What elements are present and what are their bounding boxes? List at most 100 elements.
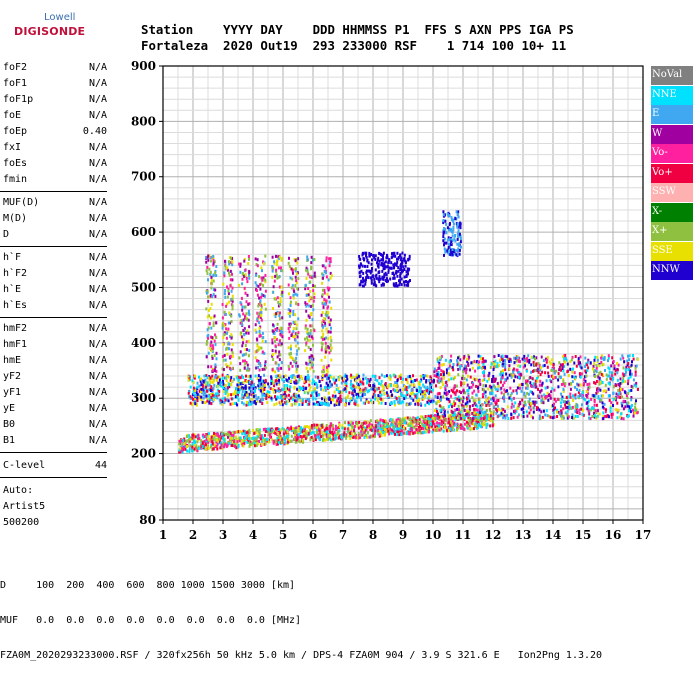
data-point: [344, 421, 346, 424]
data-point: [382, 426, 384, 429]
data-point: [404, 276, 406, 279]
data-point: [523, 366, 525, 369]
data-point: [557, 398, 559, 401]
data-point: [587, 361, 589, 364]
data-point: [197, 434, 199, 437]
data-point: [366, 256, 368, 259]
data-point: [230, 278, 232, 281]
data-point: [290, 334, 292, 337]
data-point: [216, 433, 218, 436]
data-point: [215, 375, 217, 378]
data-point: [483, 384, 485, 387]
data-point: [298, 429, 300, 432]
data-point: [288, 337, 290, 340]
data-point: [200, 439, 202, 442]
data-point: [288, 377, 290, 380]
data-point: [254, 390, 256, 393]
data-point: [620, 412, 622, 415]
data-point: [401, 283, 403, 286]
data-point: [325, 337, 327, 340]
data-point: [569, 406, 571, 409]
data-point: [381, 270, 383, 273]
data-point: [281, 269, 283, 272]
data-point: [439, 392, 441, 395]
data-point: [374, 390, 376, 393]
data-point: [242, 376, 244, 379]
data-point: [459, 253, 461, 256]
data-point: [246, 280, 248, 283]
data-point: [244, 367, 246, 370]
data-point: [297, 342, 299, 345]
data-point: [434, 374, 436, 377]
data-point: [504, 359, 506, 362]
data-point: [322, 338, 324, 341]
data-point: [530, 363, 532, 366]
data-point: [330, 382, 332, 385]
data-point: [258, 379, 260, 382]
data-point: [576, 388, 578, 391]
data-point: [483, 422, 485, 425]
data-point: [307, 392, 309, 395]
data-point: [232, 393, 234, 396]
data-point: [322, 374, 324, 377]
data-point: [379, 260, 381, 263]
data-point: [630, 398, 632, 401]
data-point: [308, 426, 310, 429]
data-point: [330, 260, 332, 263]
data-point: [197, 382, 199, 385]
data-point: [375, 254, 377, 257]
data-point: [562, 407, 564, 410]
data-point: [224, 444, 226, 447]
data-point: [492, 392, 494, 395]
data-point: [225, 384, 227, 387]
data-point: [298, 389, 300, 392]
data-point: [206, 400, 208, 403]
data-point: [306, 336, 308, 339]
data-point: [445, 223, 447, 226]
data-point: [222, 316, 224, 319]
data-point: [192, 449, 194, 452]
data-point: [511, 376, 513, 379]
data-point: [309, 429, 311, 432]
data-point: [327, 293, 329, 296]
data-point: [637, 358, 639, 361]
data-point: [458, 426, 460, 429]
data-point: [326, 377, 328, 380]
data-point: [595, 382, 597, 385]
data-point: [467, 375, 469, 378]
data-point: [623, 366, 625, 369]
data-point: [493, 410, 495, 413]
data-point: [508, 364, 510, 367]
data-point: [264, 279, 266, 282]
data-point: [290, 397, 292, 400]
data-point: [223, 274, 225, 277]
data-point: [283, 375, 285, 378]
data-point: [409, 417, 411, 420]
data-point: [279, 339, 281, 342]
data-point: [457, 233, 459, 236]
data-point: [296, 272, 298, 275]
data-point: [396, 382, 398, 385]
data-point: [536, 377, 538, 380]
data-point: [393, 425, 395, 428]
data-point: [542, 382, 544, 385]
data-point: [245, 391, 247, 394]
data-point: [210, 377, 212, 380]
data-point: [573, 362, 575, 365]
data-point: [305, 284, 307, 287]
data-point: [358, 421, 360, 424]
data-point: [484, 360, 486, 363]
data-point: [246, 348, 248, 351]
data-point: [223, 271, 225, 274]
data-point: [185, 440, 187, 443]
data-point: [223, 343, 225, 346]
data-point: [627, 380, 629, 383]
data-point: [596, 404, 598, 407]
data-point: [257, 294, 259, 297]
data-point: [394, 401, 396, 404]
data-point: [403, 281, 405, 284]
data-point: [473, 427, 475, 430]
data-point: [429, 375, 431, 378]
data-point: [399, 274, 401, 277]
data-point: [310, 348, 312, 351]
